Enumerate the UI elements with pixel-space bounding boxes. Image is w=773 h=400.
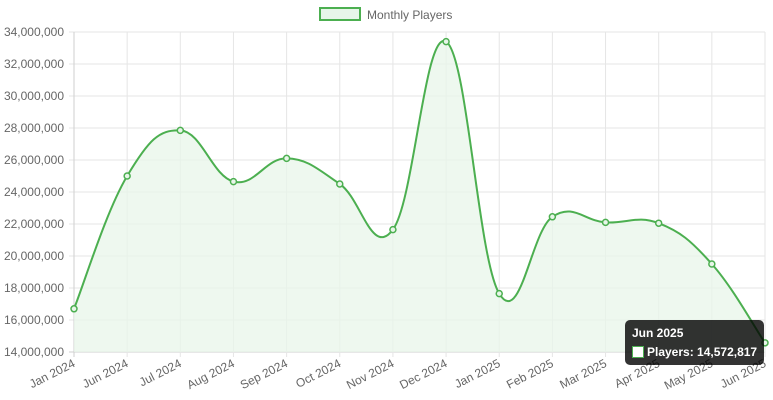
data-point[interactable] <box>389 225 397 234</box>
x-tick-label: Mar 2025 <box>557 356 609 392</box>
x-tick-label: Nov 2024 <box>344 356 396 392</box>
data-point[interactable] <box>229 177 238 186</box>
y-tick-label: 20,000,000 <box>4 249 64 263</box>
y-tick-label: 26,000,000 <box>4 153 64 167</box>
tooltip-row: Players: 14,572,817 <box>632 345 757 359</box>
tooltip-value: Players: 14,572,817 <box>647 345 758 359</box>
series-line <box>73 40 766 344</box>
legend-label: Monthly Players <box>367 8 452 22</box>
x-tick-label: Sep 2024 <box>238 356 290 392</box>
x-tick-label: Feb 2025 <box>504 356 556 392</box>
data-point[interactable] <box>708 260 716 268</box>
y-tick-label: 30,000,000 <box>4 89 64 103</box>
data-point[interactable] <box>176 126 185 135</box>
tooltip-title: Jun 2025 <box>632 326 684 340</box>
data-point[interactable] <box>70 305 78 313</box>
series-layer <box>70 37 769 352</box>
x-tick-label: Aug 2024 <box>185 356 237 392</box>
y-tick-label: 22,000,000 <box>4 217 64 231</box>
data-point[interactable] <box>548 213 557 221</box>
series-area-fill <box>74 40 765 352</box>
y-tick-label: 18,000,000 <box>4 281 64 295</box>
data-point[interactable] <box>601 218 610 227</box>
data-point[interactable] <box>336 180 344 188</box>
data-point[interactable] <box>654 219 663 227</box>
x-tick-label: Jan 2024 <box>27 356 78 391</box>
data-tooltip: Jun 2025 Players: 14,572,817 <box>625 320 765 365</box>
x-tick-label: Oct 2024 <box>293 356 343 391</box>
y-axis-ticks: 14,000,000 16,000,000 18,000,000 20,000,000… <box>4 25 64 359</box>
y-tick-label: 14,000,000 <box>4 345 64 359</box>
x-tick-label: Jun 2024 <box>80 356 131 391</box>
y-tick-label: 32,000,000 <box>4 57 64 71</box>
data-point[interactable] <box>123 172 131 180</box>
data-point[interactable] <box>282 154 291 163</box>
y-tick-label: 16,000,000 <box>4 313 64 327</box>
y-tick-label: 28,000,000 <box>4 121 64 135</box>
tooltip-swatch <box>632 346 644 358</box>
legend-swatch <box>319 7 361 21</box>
x-tick-label: Jan 2025 <box>452 356 503 391</box>
data-point[interactable] <box>442 37 450 46</box>
data-point[interactable] <box>495 289 503 298</box>
y-tick-label: 24,000,000 <box>4 185 64 199</box>
x-tick-label: Dec 2024 <box>397 356 449 392</box>
x-tick-label: Jul 2024 <box>137 356 184 389</box>
y-tick-label: 34,000,000 <box>4 25 64 39</box>
legend[interactable]: Monthly Players <box>319 7 452 22</box>
